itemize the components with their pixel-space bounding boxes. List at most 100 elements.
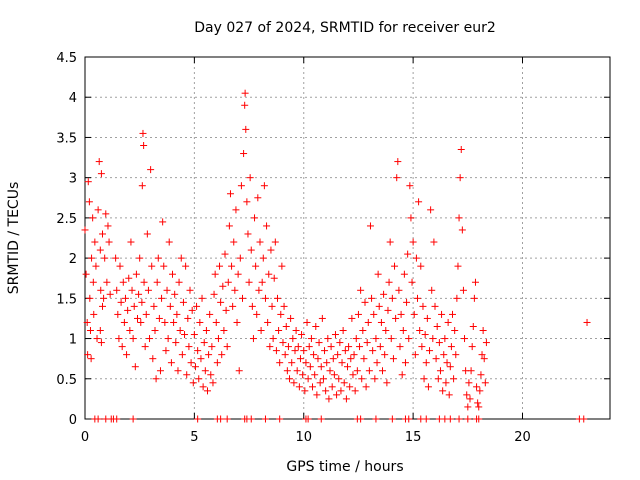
data-point [204,387,211,395]
data-point [96,327,104,335]
data-point [433,322,441,330]
data-point [211,270,219,278]
data-point [217,298,225,306]
data-point [247,415,255,423]
data-point [474,399,482,407]
data-point [406,182,414,190]
data-point [278,262,286,270]
data-point [189,379,197,387]
data-point [142,310,150,318]
data-point [256,238,264,246]
data-point [164,335,172,343]
data-point [439,387,447,395]
data-point [176,327,184,335]
data-point [353,367,361,375]
data-point [457,146,465,154]
data-point [276,359,284,367]
data-point [138,182,146,190]
data-point [337,387,345,395]
data-point [416,327,424,335]
y-tick-label: 0.5 [56,373,77,388]
data-point [119,278,127,286]
data-point [335,375,343,383]
data-point [184,314,192,322]
y-tick-label: 4.5 [56,51,77,66]
data-point [310,351,318,359]
data-point [290,379,298,387]
data-point [126,327,134,335]
data-point [218,351,226,359]
data-point [296,355,304,363]
data-point [198,294,206,302]
data-point [411,351,419,359]
data-point [340,379,348,387]
data-point [130,302,138,310]
data-point [412,254,420,262]
data-point [465,379,473,387]
data-point [149,355,157,363]
data-point [154,254,162,262]
data-point [365,367,373,375]
data-point [432,355,440,363]
data-point [442,379,450,387]
data-point [384,306,392,314]
data-point [94,206,102,214]
data-point [306,363,314,371]
data-point [230,238,238,246]
x-tick-label: 0 [81,430,89,445]
data-point [395,286,403,294]
data-point [148,262,156,270]
data-point [351,387,359,395]
data-point [349,371,357,379]
data-point [99,302,106,310]
data-point [372,335,380,343]
data-point [272,347,280,355]
data-point [178,351,186,359]
data-point [220,327,228,335]
data-point [160,262,168,270]
data-point [368,294,376,302]
data-point [398,371,406,379]
data-point [357,286,365,294]
data-point [165,238,173,246]
data-point [444,318,452,326]
y-tick-label: 2 [69,252,77,267]
data-point [382,327,390,335]
data-point [125,274,133,282]
data-point [358,375,366,383]
data-point [85,198,93,206]
data-point [421,331,429,339]
data-point [195,375,203,383]
y-tick-label: 0 [69,413,77,428]
data-point [317,415,325,423]
data-point [96,246,104,254]
data-point [372,415,380,423]
data-point [304,415,312,423]
data-point [99,230,106,238]
data-point [201,367,209,375]
data-point [324,335,332,343]
y-tick-label: 2.5 [56,212,77,227]
data-point [177,254,185,262]
x-tick-label: 10 [295,430,312,445]
data-point [286,375,294,383]
data-point [403,298,411,306]
data-point [237,182,245,190]
data-point [407,214,415,222]
data-point [156,367,164,375]
data-point [206,310,214,318]
data-point [105,238,113,246]
data-point [314,355,322,363]
data-point [174,367,182,375]
data-point [89,278,97,286]
data-point [150,302,158,310]
data-point [428,286,436,294]
data-point [583,318,591,326]
data-point [422,359,430,367]
data-point [388,415,396,423]
data-point [104,222,112,230]
data-point [399,327,407,335]
data-point [441,335,449,343]
data-point [476,387,484,395]
data-point [223,343,231,351]
